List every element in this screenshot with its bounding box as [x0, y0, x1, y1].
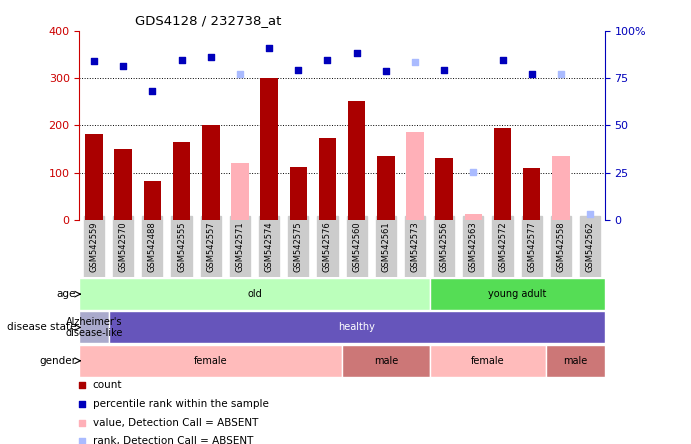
Bar	[552, 156, 569, 220]
Bar	[523, 168, 540, 220]
Point	[380, 67, 391, 74]
Bar	[406, 132, 424, 220]
Bar	[173, 142, 190, 220]
Point	[293, 66, 304, 73]
Text: disease state: disease state	[6, 322, 76, 333]
Bar	[430, 278, 605, 310]
Point	[263, 44, 274, 51]
Text: healthy: healthy	[338, 322, 375, 333]
Bar	[430, 345, 547, 377]
Point	[497, 57, 508, 64]
Bar	[464, 214, 482, 220]
Bar	[79, 345, 342, 377]
Text: female: female	[471, 356, 504, 366]
Bar	[79, 278, 430, 310]
Bar	[85, 134, 103, 220]
Point	[361, 383, 372, 390]
Point	[88, 58, 100, 65]
Bar	[547, 345, 605, 377]
Text: male: male	[563, 356, 587, 366]
Bar	[231, 163, 249, 220]
Point	[556, 70, 567, 77]
Text: GDS4128 / 232738_at: GDS4128 / 232738_at	[135, 14, 281, 27]
Point	[361, 44, 372, 51]
Bar	[494, 128, 511, 220]
Text: Alzheimer's
disease-like: Alzheimer's disease-like	[66, 317, 123, 338]
Point	[439, 66, 450, 73]
Point	[205, 53, 216, 60]
Point	[585, 210, 596, 218]
Bar	[342, 345, 430, 377]
Point	[147, 88, 158, 95]
Text: gender: gender	[39, 356, 76, 366]
Bar	[115, 149, 132, 220]
Bar	[290, 167, 307, 220]
Point	[361, 214, 372, 221]
Bar	[377, 156, 395, 220]
Point	[468, 168, 479, 175]
Point	[351, 49, 362, 56]
Text: count: count	[93, 381, 122, 390]
Point	[234, 70, 245, 77]
Point	[410, 58, 421, 65]
Text: male: male	[374, 356, 398, 366]
Text: percentile rank within the sample: percentile rank within the sample	[93, 399, 269, 409]
Text: rank, Detection Call = ABSENT: rank, Detection Call = ABSENT	[93, 436, 253, 444]
Text: value, Detection Call = ABSENT: value, Detection Call = ABSENT	[93, 418, 258, 428]
Point	[322, 57, 333, 64]
Point	[176, 57, 187, 64]
Text: old: old	[247, 289, 262, 299]
Bar	[261, 78, 278, 220]
Bar	[319, 138, 337, 220]
Bar	[435, 159, 453, 220]
Bar	[144, 181, 161, 220]
Point	[526, 71, 537, 78]
Bar	[79, 312, 108, 344]
Point	[117, 63, 129, 70]
Text: female: female	[194, 356, 227, 366]
Bar	[348, 101, 366, 220]
Bar	[202, 126, 220, 220]
Text: young adult: young adult	[488, 289, 547, 299]
Text: age: age	[57, 289, 76, 299]
